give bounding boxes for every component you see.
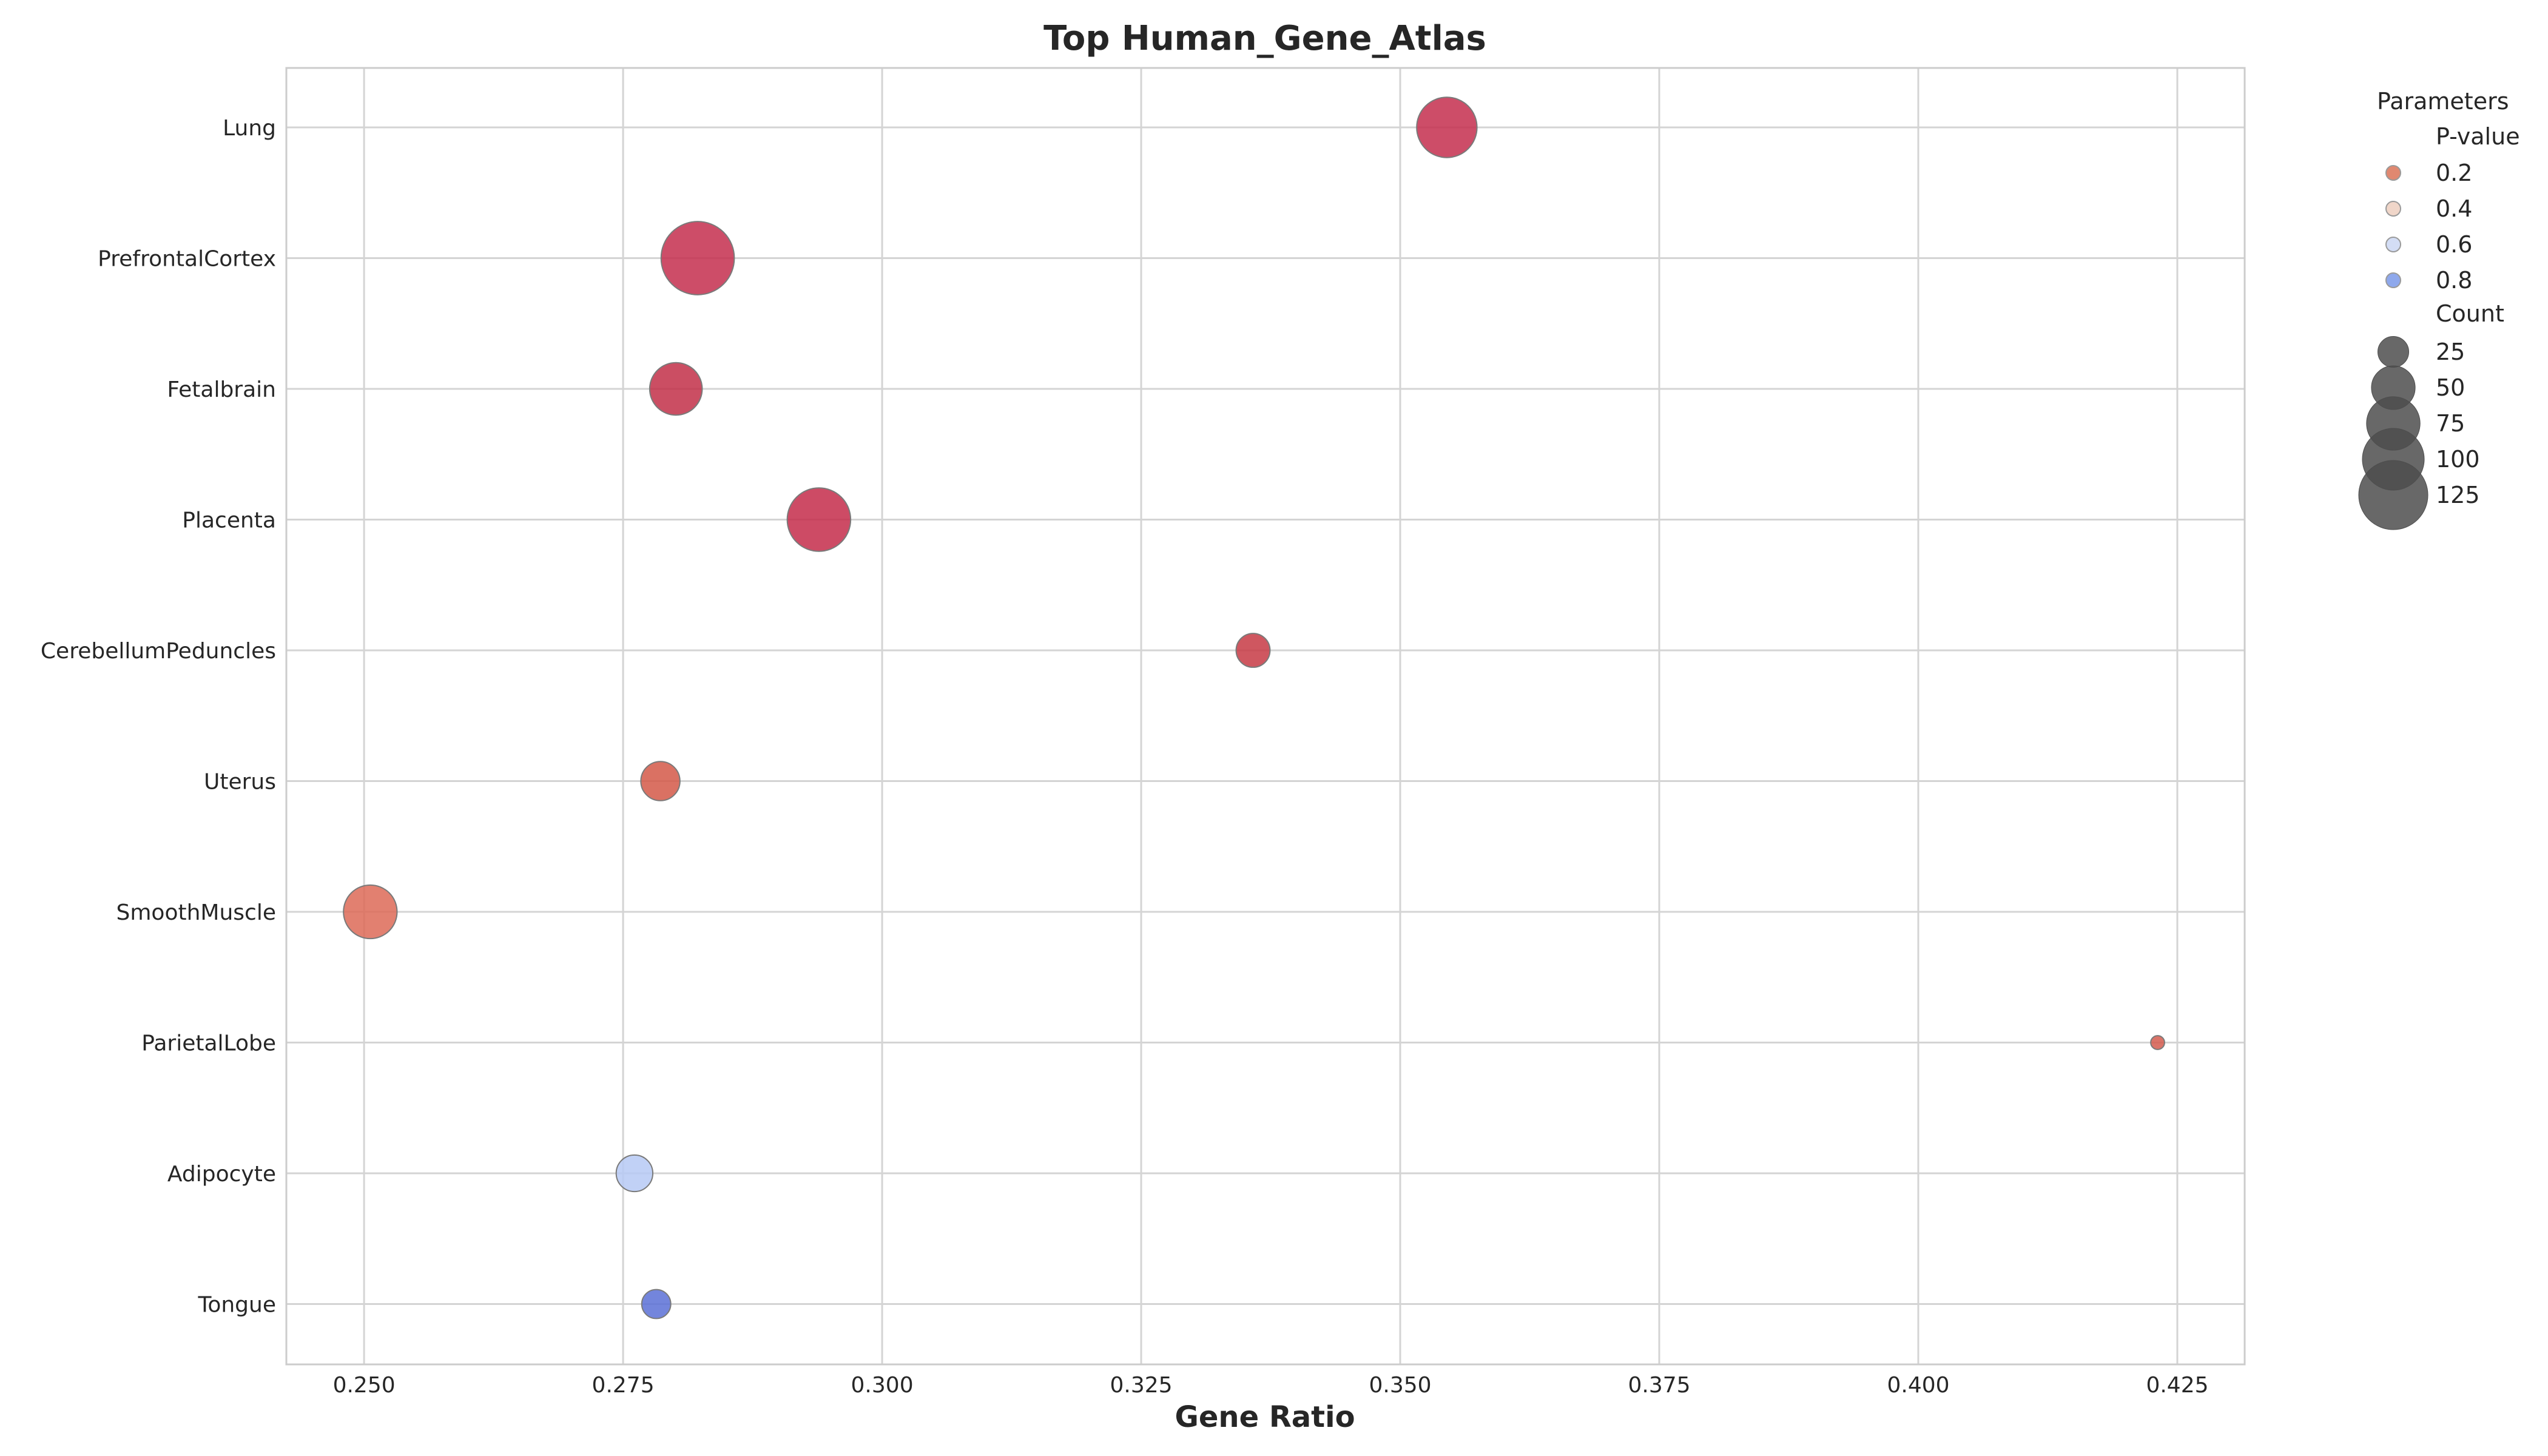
data-point (786, 487, 852, 552)
points-layer (343, 96, 2165, 1320)
x-axis-label: Gene Ratio (1175, 1400, 1355, 1434)
y-tick-label: Fetalbrain (167, 377, 276, 402)
y-tick-label: PrefrontalCortex (98, 247, 276, 272)
chart-title: Top Human_Gene_Atlas (1043, 19, 1486, 58)
legend-count-marker (2378, 336, 2409, 368)
data-point (343, 884, 398, 940)
legend-pvalue-label: 0.4 (2436, 195, 2472, 222)
data-point (1235, 633, 1271, 668)
legend-count-label: 100 (2436, 446, 2480, 473)
legend-pvalue-label: 0.6 (2436, 231, 2472, 258)
legend-count-label: 75 (2436, 410, 2465, 437)
legend-count-marker (2358, 460, 2428, 530)
x-tick-labels: 0.250 0.275 0.300 0.325 0.350 0.375 0.400 0.425 (333, 1373, 2209, 1398)
legend-title: Parameters (2377, 88, 2509, 115)
legend-pvalue-marker (2385, 201, 2401, 217)
y-tick-labels: Lung PrefrontalCortex Fetalbrain Placenta Ce… (41, 116, 276, 1318)
x-tick-label: 0.400 (1887, 1373, 1949, 1398)
y-tick-label: Tongue (197, 1293, 276, 1318)
y-tick-label: SmoothMuscle (116, 900, 276, 925)
data-point (2150, 1035, 2165, 1050)
y-tick-label: Placenta (182, 508, 276, 533)
x-tick-label: 0.300 (851, 1373, 914, 1398)
x-tick-label: 0.350 (1369, 1373, 1432, 1398)
data-point (660, 221, 735, 295)
y-tick-label: Lung (223, 116, 276, 141)
legend-pvalue-label: 0.8 (2436, 267, 2472, 294)
legend-count-title: Count (2436, 300, 2504, 327)
x-tick-label: 0.325 (1110, 1373, 1173, 1398)
x-tick-label: 0.275 (592, 1373, 655, 1398)
data-point (615, 1154, 654, 1193)
x-tick-label: 0.250 (333, 1373, 396, 1398)
legend-pvalue-label: 0.2 (2436, 160, 2472, 186)
legend-count-label: 125 (2436, 482, 2480, 508)
legend-pvalue-marker (2385, 272, 2401, 288)
x-tick-label: 0.425 (2146, 1373, 2208, 1398)
legend-count-label: 25 (2436, 339, 2465, 365)
data-point (641, 1289, 672, 1320)
data-point (640, 761, 681, 801)
y-tick-label: Uterus (204, 770, 276, 795)
data-point (649, 362, 703, 416)
plot-frame (285, 67, 2246, 1366)
y-tick-label: Adipocyte (167, 1162, 276, 1187)
legend-count-label: 50 (2436, 374, 2465, 401)
y-tick-label: CerebellumPeduncles (41, 639, 276, 664)
x-tick-label: 0.375 (1628, 1373, 1690, 1398)
legend-pvalue-marker (2385, 237, 2401, 252)
legend-pvalue-title: P-value (2436, 123, 2520, 150)
legend: Parameters P-value Count 0.2 0.4 0.6 0.8 25 5… (2358, 88, 2520, 530)
y-tick-label: ParietalLobe (141, 1031, 276, 1056)
data-point (1416, 96, 1478, 158)
legend-pvalue-marker (2385, 165, 2401, 181)
